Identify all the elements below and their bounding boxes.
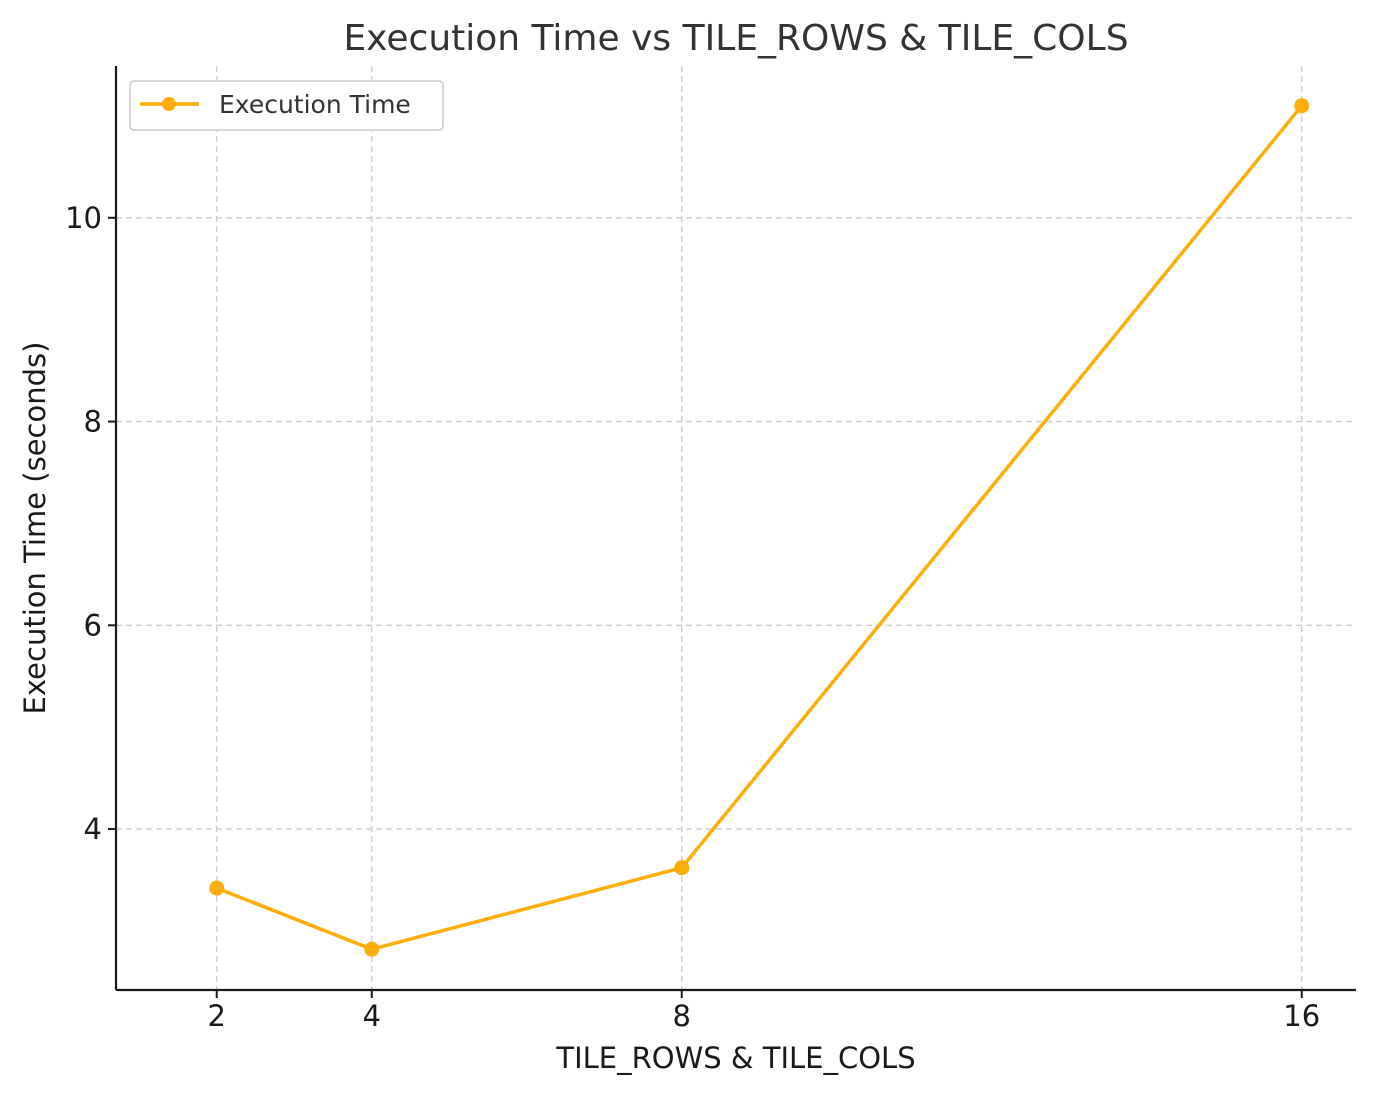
data-point xyxy=(364,941,380,957)
legend-box xyxy=(129,80,444,131)
y-ticks: 4 6 8 10 xyxy=(65,201,116,846)
legend-marker-swatch xyxy=(162,97,176,111)
data-point xyxy=(674,860,690,876)
data-point xyxy=(209,880,225,896)
x-tick-label: 4 xyxy=(363,999,381,1033)
y-tick-label: 8 xyxy=(84,405,102,439)
grid xyxy=(116,66,1356,990)
series-line xyxy=(216,104,1304,952)
x-tick-label: 16 xyxy=(1283,999,1320,1033)
y-tick-label: 6 xyxy=(84,608,102,642)
x-tick-label: 2 xyxy=(208,999,226,1033)
y-axis-label: Execution Time (seconds) xyxy=(18,342,52,715)
y-tick-label: 4 xyxy=(84,812,102,846)
data-point xyxy=(1294,98,1310,114)
x-tick-label: 8 xyxy=(673,999,691,1033)
y-tick-label: 10 xyxy=(65,201,102,235)
legend-label: Execution Time xyxy=(219,90,411,119)
x-ticks: 2 4 8 16 xyxy=(208,990,1320,1033)
series-layer xyxy=(209,98,1310,957)
axes-spines xyxy=(114,66,1356,992)
legend: Execution Time xyxy=(129,80,444,131)
chart-title: Execution Time vs TILE_ROWS & TILE_COLS xyxy=(343,18,1128,59)
x-axis-label: TILE_ROWS & TILE_COLS xyxy=(555,1041,915,1075)
